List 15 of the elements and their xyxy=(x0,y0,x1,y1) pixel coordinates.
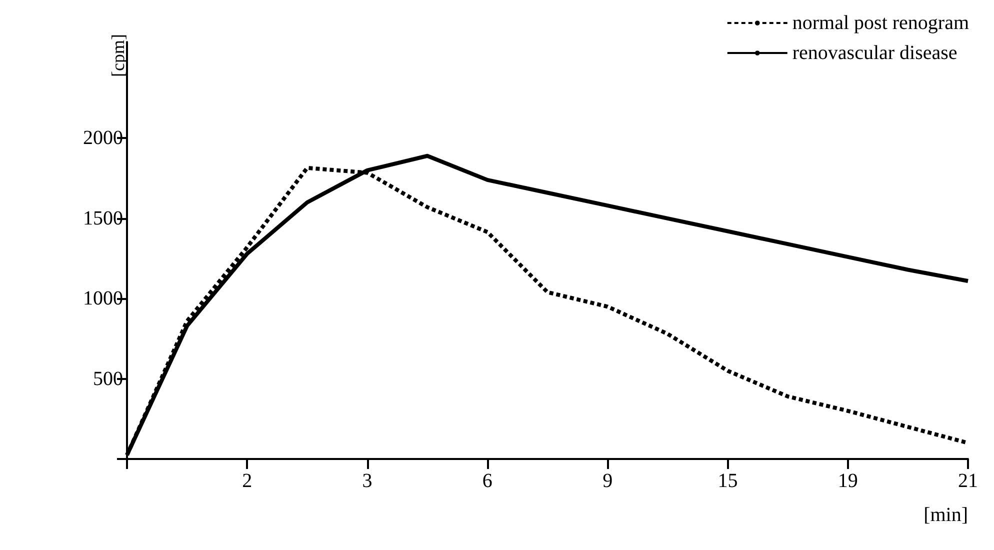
x-axis-title: [min] xyxy=(924,504,968,526)
x-tick-label: 9 xyxy=(602,470,613,492)
x-tick-label: 6 xyxy=(482,470,492,492)
x-tick-label: 19 xyxy=(838,470,858,492)
x-tick-label: 21 xyxy=(958,470,978,492)
x-tick-label: 3 xyxy=(362,470,372,492)
y-tick-label: 1500 xyxy=(83,207,123,230)
legend-label: normal post renogram xyxy=(792,12,970,34)
x-tick-label: 2 xyxy=(242,470,252,492)
legend-label: renovascular disease xyxy=(792,42,958,64)
x-tick-label: 15 xyxy=(718,470,738,492)
y-tick-label: 2000 xyxy=(83,127,123,150)
y-tick-label: 1000 xyxy=(83,288,123,310)
y-tick-label: 500 xyxy=(93,368,123,390)
y-axis-title: [cpm] xyxy=(108,34,128,77)
